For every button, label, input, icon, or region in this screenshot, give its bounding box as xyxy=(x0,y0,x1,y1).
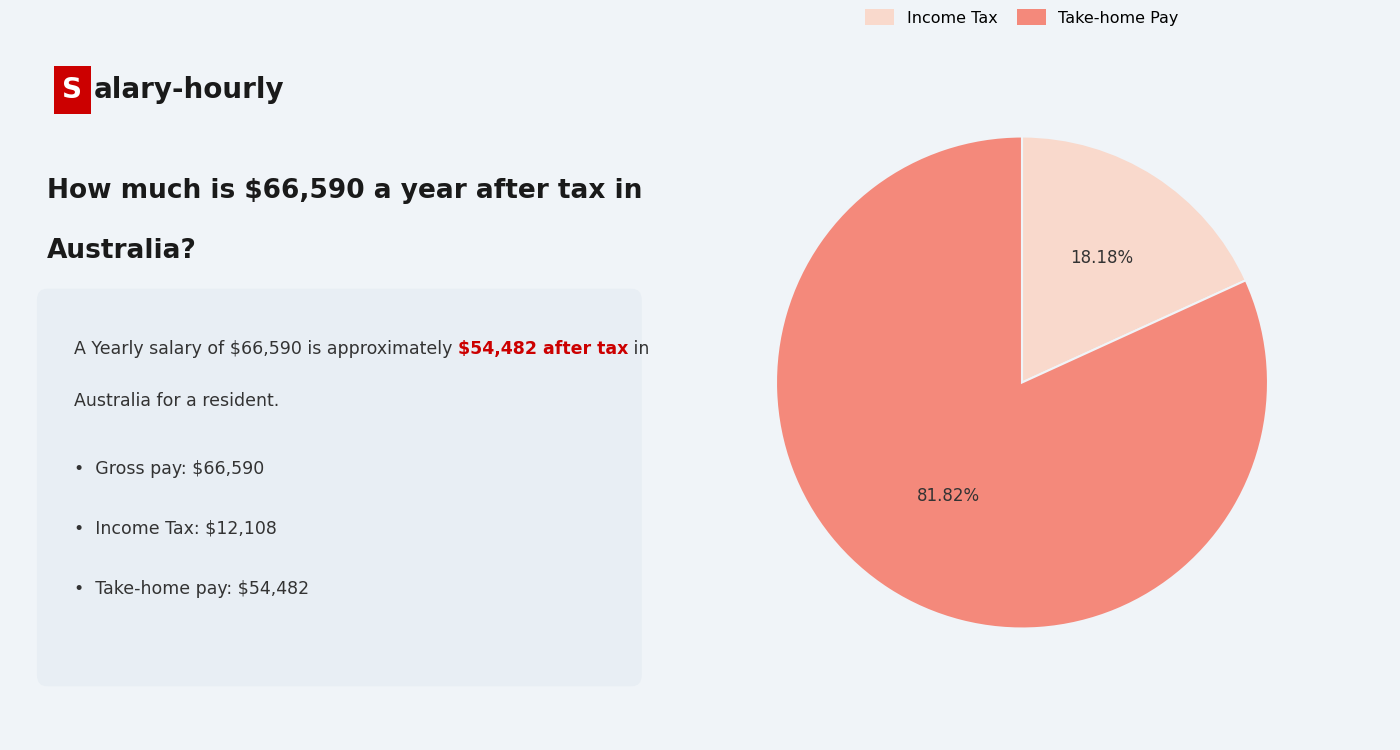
Text: in: in xyxy=(629,340,650,358)
Text: Australia for a resident.: Australia for a resident. xyxy=(74,392,279,410)
Text: How much is $66,590 a year after tax in: How much is $66,590 a year after tax in xyxy=(48,178,643,204)
Text: •  Take-home pay: $54,482: • Take-home pay: $54,482 xyxy=(74,580,309,598)
Text: A Yearly salary of $66,590 is approximately: A Yearly salary of $66,590 is approximat… xyxy=(74,340,458,358)
Text: 81.82%: 81.82% xyxy=(917,488,980,506)
Text: $54,482 after tax: $54,482 after tax xyxy=(458,340,629,358)
Text: 18.18%: 18.18% xyxy=(1070,249,1134,267)
Text: •  Gross pay: $66,590: • Gross pay: $66,590 xyxy=(74,460,265,478)
FancyBboxPatch shape xyxy=(36,289,641,686)
Text: S: S xyxy=(62,76,83,104)
Text: alary-hourly: alary-hourly xyxy=(94,76,284,104)
Wedge shape xyxy=(1022,136,1246,382)
Wedge shape xyxy=(776,136,1268,628)
FancyBboxPatch shape xyxy=(53,65,91,115)
Text: •  Income Tax: $12,108: • Income Tax: $12,108 xyxy=(74,520,277,538)
Text: Australia?: Australia? xyxy=(48,238,197,264)
Legend: Income Tax, Take-home Pay: Income Tax, Take-home Pay xyxy=(860,3,1184,32)
